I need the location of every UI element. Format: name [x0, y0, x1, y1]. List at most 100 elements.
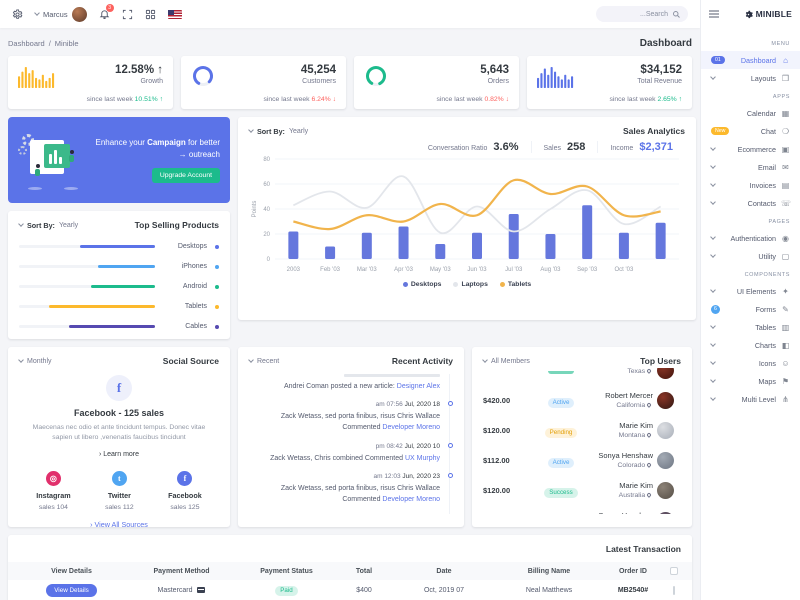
brand-logo[interactable]: MINIBLE	[744, 9, 792, 19]
map-pin-icon	[646, 368, 652, 374]
users-list: Texas $420.00 Active Robert Mercer Californ…	[483, 368, 681, 514]
members-filter-dropdown[interactable]: All Members	[482, 357, 530, 365]
top-users-card: All Members Top Users Texas $420.00 Activ…	[472, 347, 692, 527]
sidebar-badge: 01	[711, 56, 725, 64]
view-all-sources-link[interactable]: › View All Sources	[90, 520, 148, 527]
ui-icon: ✦	[782, 286, 789, 296]
activity-link[interactable]: Designer Alex	[396, 383, 440, 390]
column-header: Order ID	[618, 567, 647, 575]
facebook-icon[interactable]: f	[177, 471, 193, 487]
instagram-icon[interactable]: ◎	[45, 471, 61, 487]
brand-text: MINIBLE	[755, 9, 792, 19]
sidebar-item-left	[710, 377, 727, 383]
upgrade-account-button[interactable]: Upgrade Account	[151, 168, 220, 183]
select-all-checkbox[interactable]	[670, 567, 678, 575]
sales-sortby-dropdown[interactable]: Sort By: Yearly	[248, 127, 308, 136]
timeline-dot	[448, 442, 453, 448]
sidebar-item-email[interactable]: Email ✉	[701, 158, 800, 176]
sales-analytics-title: Sales Analytics	[622, 126, 685, 136]
twitter-icon[interactable]: t	[111, 471, 127, 487]
stat-card: 5,643 Orders since last week 0.82% ↓	[354, 56, 519, 109]
row-checkbox[interactable]	[673, 586, 675, 595]
legend-item-tablets[interactable]: Tablets	[499, 281, 531, 288]
stat-cards-row: 12.58% ↑ Growth since last week 10.51% ↑ 45…	[8, 56, 692, 109]
user-info: Robert Mercer California	[593, 391, 657, 409]
breadcrumb-dashboard[interactable]: Dashboard	[8, 38, 45, 48]
kpi: Income $2,371	[597, 141, 685, 153]
sidebar-item-calendar[interactable]: Calendar ▦	[701, 104, 800, 122]
sidebar-item-invoices[interactable]: Invoices ▤	[701, 176, 800, 194]
activity-link[interactable]: Developer Moreno	[382, 424, 440, 432]
column-header: Payment Status	[260, 567, 313, 575]
email-icon: ✉	[782, 162, 789, 172]
svg-text:0: 0	[267, 257, 271, 263]
notifications-bell-icon[interactable]: 3	[99, 4, 114, 20]
apps-grid-icon[interactable]	[145, 9, 156, 20]
search-input[interactable]: ...Search	[596, 6, 688, 22]
language-flag-us[interactable]	[167, 9, 182, 19]
chevron-down-icon	[710, 359, 716, 365]
product-row: Cables	[19, 323, 219, 330]
social-filter-dropdown[interactable]: Monthly	[18, 357, 52, 365]
sidebar-item-ui-elements[interactable]: UI Elements ✦	[701, 282, 800, 300]
sidebar-item-multi-level[interactable]: Multi Level ⋔	[701, 390, 800, 408]
user-info: Sonya Henshaw Colorado	[593, 451, 657, 469]
user-menu[interactable]: Marcus	[34, 6, 87, 22]
status-badge: Success	[544, 487, 578, 498]
user-info: Texas	[593, 368, 657, 375]
chevron-down-icon	[34, 10, 40, 16]
sidebar-item-utility[interactable]: Utility ▢	[701, 247, 800, 265]
activity-filter-dropdown[interactable]: Recent	[248, 357, 279, 365]
sidebar-item-left: 01	[711, 56, 727, 64]
settings-gear-icon[interactable]	[12, 8, 23, 20]
product-color-dot	[215, 324, 219, 329]
latest-transaction-card: Latest Transaction View Details Payment M…	[8, 535, 692, 600]
user-row: $112.00 Active Sonya Henshaw Colorado	[483, 445, 681, 475]
fullscreen-icon[interactable]	[122, 9, 133, 20]
user-avatar	[657, 368, 674, 379]
sidebar-item-contacts[interactable]: Contacts ☏	[701, 194, 800, 212]
products-sortby-dropdown[interactable]: Sort By: Yearly	[18, 221, 78, 230]
column-header: Total	[355, 567, 373, 575]
stat-value: 45,254	[300, 64, 336, 76]
legend-item-laptops[interactable]: Laptops	[453, 281, 488, 288]
sidebar-item-authentication[interactable]: Authentication ◉	[701, 229, 800, 247]
user-status: Active	[529, 391, 593, 409]
sidebar-item-layouts[interactable]: Layouts ❒	[701, 69, 800, 87]
learn-more-link[interactable]: › Learn more	[98, 451, 140, 459]
chevron-down-icon	[710, 163, 716, 169]
user-status: Pending	[529, 421, 593, 439]
sidebar-item-maps[interactable]: Maps ⚑	[701, 372, 800, 390]
product-name: Desktops	[177, 243, 207, 250]
view-details-button[interactable]: View Details	[46, 584, 97, 597]
sidebar-item-left: 6	[711, 304, 727, 314]
user-avatar	[657, 481, 674, 499]
campaign-text: Enhance your Campaign for better → outrea…	[95, 138, 220, 159]
sidebar-item-tables[interactable]: Tables ▥	[701, 318, 800, 336]
user-status: Success	[529, 481, 593, 499]
sidebar-item-icons[interactable]: Icons ☺	[701, 354, 800, 372]
activity-link[interactable]: UX Murphy	[404, 454, 440, 462]
sidebar-item-ecommerce[interactable]: Ecommerce ▣	[701, 140, 800, 158]
legend-item-desktops[interactable]: Desktops	[402, 281, 442, 288]
stat-sparkline	[18, 64, 56, 93]
page-content: Dashboard / Minible Dashboard 12.58% ↑ Gr…	[0, 28, 700, 600]
sidebar-item-label: Invoices	[749, 180, 776, 190]
sidebar-item-forms[interactable]: 6 Forms ✎	[701, 300, 800, 318]
sidebar-item-label: Icons	[758, 358, 776, 368]
breadcrumb: Dashboard / Minible	[8, 39, 79, 48]
stat-delta: 6.24% ↓	[311, 96, 336, 103]
sidebar-item-dashboard[interactable]: 01 Dashboard ⌂	[701, 51, 800, 69]
kpi-value: 258	[567, 141, 586, 153]
product-progress-track	[19, 265, 155, 268]
charts-icon: ◧	[781, 340, 790, 350]
sidebar-item-charts[interactable]: Charts ◧	[701, 336, 800, 354]
activity-link[interactable]: Developer Moreno	[382, 495, 440, 503]
multilevel-icon: ⋔	[782, 394, 789, 404]
chevron-down-icon	[710, 181, 716, 187]
user-status: Cancel	[529, 511, 593, 514]
layouts-icon: ❒	[781, 73, 790, 83]
sidebar-toggle-hamburger-icon[interactable]	[709, 10, 719, 18]
sidebar-item-chat[interactable]: New Chat ❍	[701, 122, 800, 140]
legend-label: Desktops	[410, 281, 442, 288]
